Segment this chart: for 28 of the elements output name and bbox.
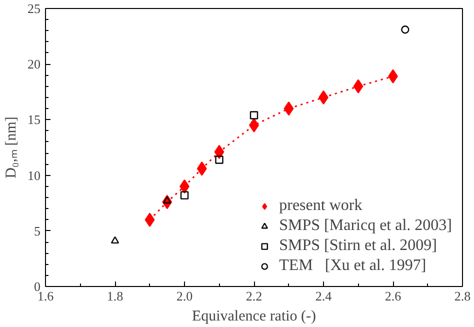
- y-tick-label: 10: [28, 168, 40, 183]
- legend-label: present work: [279, 197, 362, 215]
- point: [250, 111, 258, 120]
- x-tick-label: 2.6: [384, 288, 402, 304]
- point: [353, 79, 364, 94]
- y-tick-label: 20: [28, 56, 40, 72]
- y-tick-label: 5: [34, 223, 40, 238]
- point: [401, 26, 410, 34]
- y-tick-label: 15: [28, 112, 40, 128]
- point: [214, 144, 224, 160]
- x-axis-title: Equivalence ratio (-): [192, 308, 316, 324]
- point: [180, 191, 189, 200]
- x-tick-label: 2.8: [454, 288, 471, 304]
- legend-label: TEM [Xu et al. 1997]: [279, 257, 426, 275]
- point: [215, 156, 224, 164]
- y-tick-label: 0: [34, 279, 40, 294]
- point: [144, 212, 155, 227]
- legend-label: SMPS [Stirn et al. 2009]: [279, 237, 437, 255]
- point: [284, 101, 294, 116]
- point: [110, 236, 120, 244]
- x-tick-label: 2.4: [315, 288, 332, 304]
- x-tick-label: 1.8: [106, 288, 124, 304]
- y-axis-title: D₀,ₘ [nm]: [4, 116, 20, 178]
- legend-label: SMPS [Maricq et al. 2003]: [279, 217, 452, 235]
- x-tick-label: 2.0: [176, 288, 193, 304]
- y-tick-label: 25: [28, 1, 40, 16]
- x-tick-label: 2.2: [246, 288, 262, 304]
- point: [196, 162, 207, 176]
